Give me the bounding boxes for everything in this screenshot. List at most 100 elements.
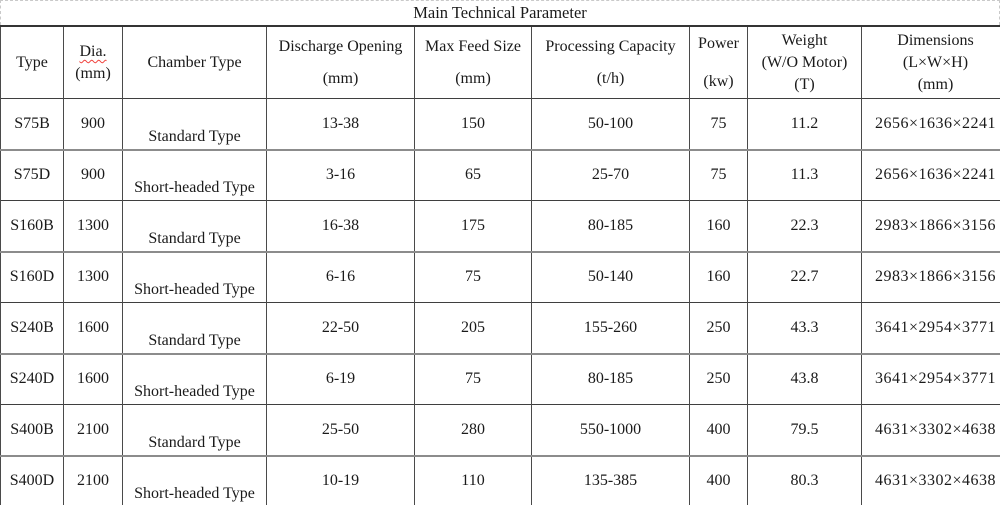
table-row: S240D 1600 Short-headed Type 6-19 75 80-185 25… [0, 353, 1000, 405]
cell-dia: 1300 [63, 251, 123, 303]
cell-discharge: 22-50 [266, 302, 415, 354]
cell-chamber: Short-headed Type [122, 455, 267, 505]
cell-weight: 43.3 [747, 302, 862, 354]
column-header-lines: Max Feed Size (mm) [416, 27, 531, 98]
cell-capacity: 80-185 [531, 200, 690, 252]
cell-weight: 22.7 [747, 251, 862, 303]
column-header-type: Type [0, 26, 64, 99]
cell-maxfeed: 205 [414, 302, 532, 354]
cell-discharge: 25-50 [266, 404, 415, 456]
cell-capacity: 25-70 [531, 149, 690, 201]
cell-dimensions: 4631×3302×4638 [861, 404, 1000, 456]
cell-maxfeed: 175 [414, 200, 532, 252]
cell-dia: 1300 [63, 200, 123, 252]
header-line: (mm) [75, 65, 111, 82]
cell-type: S75B [0, 98, 64, 150]
cell-type: S160B [0, 200, 64, 252]
cell-power: 400 [689, 455, 748, 505]
cell-capacity: 50-140 [531, 251, 690, 303]
cell-chamber: Standard Type [122, 404, 267, 456]
header-line: (T) [794, 76, 815, 93]
cell-chamber: Standard Type [122, 302, 267, 354]
cell-dia: 2100 [63, 404, 123, 456]
cell-capacity: 135-385 [531, 455, 690, 505]
header-line: Max Feed Size [425, 38, 521, 55]
cell-chamber: Short-headed Type [122, 149, 267, 201]
cell-dimensions: 4631×3302×4638 [861, 455, 1000, 505]
table-body: S75B 900 Standard Type 13-38 150 50-100 75 11.2… [0, 98, 1000, 505]
column-header-lines: Processing Capacity (t/h) [533, 27, 689, 98]
header-line: (L×W×H) [902, 54, 969, 71]
header-line: (mm) [322, 70, 359, 87]
parameters-table: Type Dia. (mm) Chamber Type Discharge Openin… [0, 25, 1000, 505]
cell-dimensions: 2983×1866×3156 [861, 251, 1000, 303]
cell-type: S240D [0, 353, 64, 405]
column-header-lines: Discharge Opening (mm) [268, 27, 414, 98]
cell-maxfeed: 65 [414, 149, 532, 201]
table-header: Type Dia. (mm) Chamber Type Discharge Openin… [0, 26, 1000, 99]
table-row: S400B 2100 Standard Type 25-50 280 550-1000 40… [0, 404, 1000, 456]
cell-power: 160 [689, 251, 748, 303]
cell-discharge: 10-19 [266, 455, 415, 505]
cell-type: S240B [0, 302, 64, 354]
cell-power: 250 [689, 302, 748, 354]
cell-type: S400B [0, 404, 64, 456]
cell-dia: 1600 [63, 302, 123, 354]
cell-discharge: 6-16 [266, 251, 415, 303]
header-line: Processing Capacity [545, 38, 676, 55]
cell-maxfeed: 150 [414, 98, 532, 150]
header-line: Power [698, 35, 739, 52]
cell-capacity: 155-260 [531, 302, 690, 354]
cell-chamber: Standard Type [122, 98, 267, 150]
cell-chamber: Short-headed Type [122, 251, 267, 303]
cell-type: S400D [0, 455, 64, 505]
header-line: Chamber Type [147, 54, 242, 71]
column-header-weight: Weight (W/O Motor) (T) [747, 26, 862, 99]
header-line: (kw) [703, 73, 734, 90]
cell-power: 160 [689, 200, 748, 252]
column-header-discharge: Discharge Opening (mm) [266, 26, 415, 99]
cell-type: S160D [0, 251, 64, 303]
cell-dimensions: 2983×1866×3156 [861, 200, 1000, 252]
cell-discharge: 6-19 [266, 353, 415, 405]
header-line: Discharge Opening [278, 38, 403, 55]
cell-capacity: 50-100 [531, 98, 690, 150]
cell-weight: 22.3 [747, 200, 862, 252]
column-header-power: Power (kw) [689, 26, 748, 99]
cell-power: 75 [689, 149, 748, 201]
cell-dimensions: 2656×1636×2241 [861, 149, 1000, 201]
table-row: S240B 1600 Standard Type 22-50 205 155-260 250… [0, 302, 1000, 354]
cell-chamber: Short-headed Type [122, 353, 267, 405]
table-row: S75D 900 Short-headed Type 3-16 65 25-70 75 11.… [0, 149, 1000, 201]
header-line: (mm) [917, 76, 954, 93]
header-row: Type Dia. (mm) Chamber Type Discharge Openin… [0, 26, 1000, 99]
cell-maxfeed: 280 [414, 404, 532, 456]
table-title: Main Technical Parameter [0, 0, 1000, 25]
column-header-capacity: Processing Capacity (t/h) [531, 26, 690, 99]
column-header-dia: Dia. (mm) [63, 26, 123, 99]
column-header-lines: Chamber Type [124, 27, 266, 98]
header-line: Weight [781, 32, 828, 49]
cell-power: 75 [689, 98, 748, 150]
cell-weight: 11.2 [747, 98, 862, 150]
cell-weight: 79.5 [747, 404, 862, 456]
table-row: S75B 900 Standard Type 13-38 150 50-100 75 11.2… [0, 98, 1000, 150]
cell-discharge: 13-38 [266, 98, 415, 150]
cell-weight: 43.8 [747, 353, 862, 405]
table-row: S160D 1300 Short-headed Type 6-16 75 50-140 16… [0, 251, 1000, 303]
column-header-maxfeed: Max Feed Size (mm) [414, 26, 532, 99]
column-header-lines: Weight (W/O Motor) (T) [749, 27, 861, 98]
cell-dia: 900 [63, 98, 123, 150]
cell-power: 400 [689, 404, 748, 456]
cell-weight: 11.3 [747, 149, 862, 201]
cell-dimensions: 2656×1636×2241 [861, 98, 1000, 150]
column-header-lines: Power (kw) [691, 27, 747, 98]
column-header-lines: Type [2, 27, 63, 98]
cell-maxfeed: 75 [414, 353, 532, 405]
column-header-lines: Dia. (mm) [65, 27, 122, 98]
cell-discharge: 3-16 [266, 149, 415, 201]
cell-capacity: 550-1000 [531, 404, 690, 456]
cell-maxfeed: 110 [414, 455, 532, 505]
column-header-lines: Dimensions (L×W×H) (mm) [863, 27, 1000, 98]
